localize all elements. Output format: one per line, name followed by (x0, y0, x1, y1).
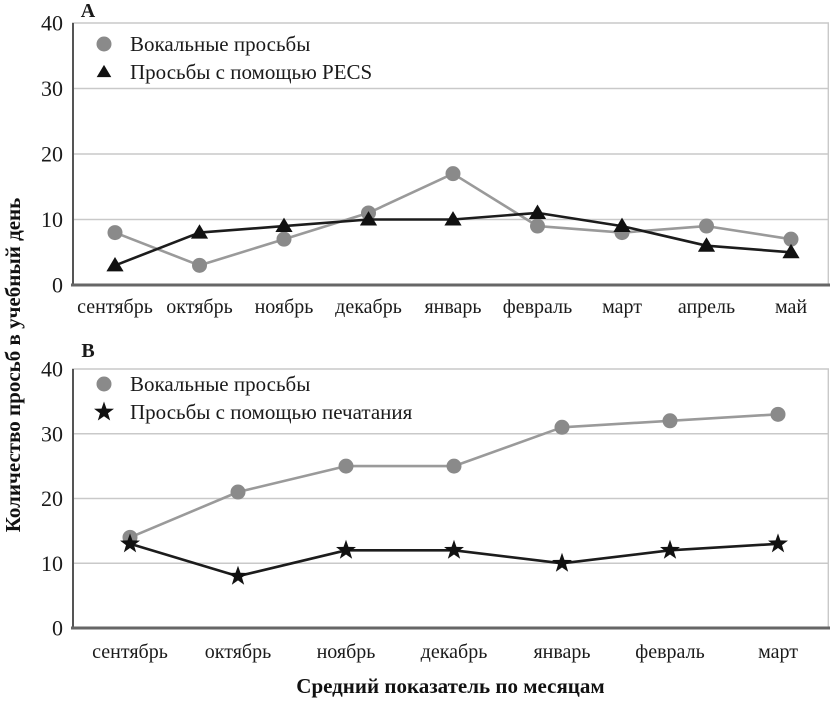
x-tick-label: октябрь (205, 641, 271, 663)
legend-circle-icon (96, 36, 112, 52)
x-tick-label: январь (533, 641, 590, 663)
data-point-circle-icon (338, 458, 354, 474)
chart-panel-b: B 0 10 20 30 40 сентябрь октябрь ноябрь декабрь ян… (41, 340, 830, 663)
legend-circle-icon (96, 376, 112, 392)
x-tick-label: февраль (635, 641, 704, 663)
y-tick-label: 30 (41, 76, 63, 101)
data-point-star-icon (336, 539, 356, 559)
x-tick-label: декабрь (421, 641, 488, 663)
data-point-triangle-icon (444, 211, 462, 226)
y-tick-label: 30 (41, 421, 63, 446)
data-point-circle-icon (662, 413, 678, 429)
chart-panel-a: A 0 10 20 30 40 сентябрь октябрь ноябрь декабрь ян… (41, 0, 830, 318)
data-point-circle-icon (554, 419, 570, 435)
x-tick-label: сентябрь (92, 641, 168, 663)
legend-item: Просьбы с помощью печатания (94, 400, 413, 424)
y-tick-label: 20 (41, 142, 63, 167)
data-point-star-icon (768, 533, 788, 553)
data-point-triangle-icon (528, 204, 547, 219)
data-point-triangle-icon (359, 211, 378, 226)
legend-label: Просьбы с помощью PECS (130, 60, 372, 84)
legend-triangle-icon (96, 64, 112, 78)
legend-item: Вокальные просьбы (96, 32, 310, 56)
data-point-circle-icon (276, 231, 292, 247)
legend-item: Вокальные просьбы (96, 372, 310, 396)
y-tick-label: 40 (41, 357, 63, 382)
data-point-triangle-icon (106, 256, 124, 272)
x-tick-label: февраль (503, 296, 572, 318)
y-tick-label: 10 (41, 207, 63, 232)
data-point-triangle-icon (275, 217, 293, 233)
x-axis-title: Средний показатель по месяцам (296, 674, 605, 698)
x-tick-label: май (775, 296, 807, 318)
legend-star-icon (94, 401, 114, 421)
legend-label: Вокальные просьбы (130, 32, 310, 56)
x-tick-label: декабрь (335, 296, 402, 318)
data-point-circle-icon (770, 406, 786, 422)
data-point-star-icon (120, 533, 140, 553)
y-tick-label: 0 (52, 273, 63, 298)
data-point-circle-icon (446, 458, 462, 474)
data-point-circle-icon (530, 218, 545, 234)
y-tick-label: 40 (41, 11, 63, 36)
data-point-circle-icon (230, 484, 246, 500)
x-tick-label: январь (424, 296, 481, 318)
y-tick-label: 10 (41, 551, 63, 576)
data-point-star-icon (444, 539, 464, 559)
panel-label: A (81, 0, 96, 22)
data-point-circle-icon (192, 257, 207, 273)
y-tick-label: 0 (52, 616, 63, 641)
legend-item: Просьбы с помощью PECS (96, 60, 372, 84)
data-point-star-icon (228, 565, 248, 585)
data-point-triangle-icon (190, 224, 209, 239)
panel-label: B (81, 340, 94, 362)
x-tick-label: сентябрь (77, 296, 153, 318)
data-point-circle-icon (107, 225, 123, 241)
series-line-circle (129, 413, 779, 539)
x-tick-label: октябрь (166, 296, 232, 318)
x-tick-label: апрель (678, 296, 735, 318)
data-point-triangle-icon (697, 237, 716, 252)
x-tick-label: ноябрь (255, 296, 314, 318)
data-point-circle-icon (783, 231, 799, 247)
y-tick-label: 20 (41, 486, 63, 511)
data-point-circle-icon (699, 218, 714, 234)
x-tick-label: март (758, 641, 798, 663)
data-point-star-icon (660, 539, 680, 559)
x-tick-label: ноябрь (317, 641, 376, 663)
data-point-star-icon (552, 552, 572, 572)
data-point-triangle-icon (613, 217, 631, 233)
data-point-circle-icon (445, 166, 461, 182)
legend-label: Вокальные просьбы (130, 372, 310, 396)
x-tick-label: март (602, 296, 642, 318)
data-point-triangle-icon (782, 243, 800, 259)
legend-label: Просьбы с помощью печатания (130, 400, 413, 424)
